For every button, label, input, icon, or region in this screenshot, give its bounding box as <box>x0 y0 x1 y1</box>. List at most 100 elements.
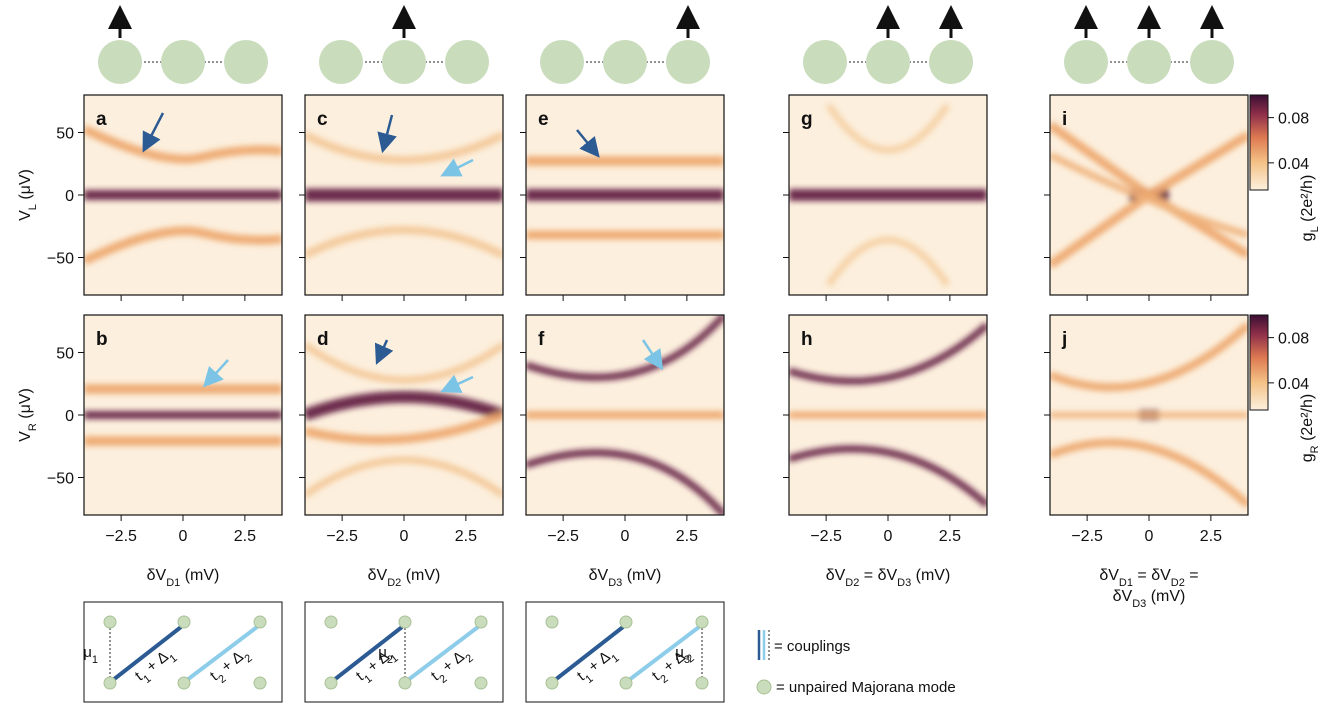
x-tick-label: 0 <box>400 528 409 545</box>
x-tick-label: 0 <box>884 528 893 545</box>
dot <box>224 40 268 84</box>
text-part: (mV) <box>1146 588 1185 605</box>
y-axis-label: VL (μV) <box>17 169 39 221</box>
y-tick-label: 0 <box>65 188 74 205</box>
colorbar <box>1250 315 1268 410</box>
text-part: = <box>1185 567 1199 584</box>
colorbar-tick-label: 0.04 <box>1278 156 1309 173</box>
x-axis-label: δVD1 = δVD2 = <box>1099 567 1198 589</box>
majorana <box>254 677 266 689</box>
majorana <box>104 616 116 628</box>
y-tick-label: −50 <box>47 471 74 488</box>
x-tick-label: 0 <box>179 528 188 545</box>
dot <box>161 40 205 84</box>
majorana <box>325 616 337 628</box>
majorana <box>325 677 337 689</box>
text-part: (2e²/h) <box>1299 175 1316 227</box>
panel-letter: j <box>1061 329 1067 350</box>
x-tick-label: 2.5 <box>939 528 961 545</box>
text-part: V <box>17 431 34 442</box>
colorbar <box>1250 95 1268 190</box>
x-tick-label: 2.5 <box>455 528 477 545</box>
panel-letter: d <box>317 329 329 350</box>
majorana <box>475 616 487 628</box>
text-part: = δV <box>859 567 897 584</box>
text-part: (mV) <box>180 567 219 584</box>
dot <box>866 40 910 84</box>
subscript: 1 <box>92 654 98 666</box>
x-axis-label: δVD3 (mV) <box>589 567 662 589</box>
x-tick-label: −2.5 <box>105 528 137 545</box>
x-tick-label: 2.5 <box>234 528 256 545</box>
text-part: V <box>17 210 34 221</box>
dot <box>1127 40 1171 84</box>
figure: a500−50b−2.502.5500−50δVD1 (mV)cd−2.502.… <box>0 0 1337 704</box>
y-axis-label: VR (μV) <box>17 388 39 442</box>
text-part: (μV) <box>17 388 34 423</box>
text-part: (mV) <box>401 567 440 584</box>
text-part: (mV) <box>622 567 661 584</box>
text-part: μ <box>83 644 92 661</box>
colorbar-label: gL (2e²/h) <box>1299 175 1321 242</box>
x-tick-label: 0 <box>1145 528 1154 545</box>
subscript: D2 <box>387 577 401 589</box>
text-part: (μV) <box>17 169 34 204</box>
colorbar-tick-label: 0.08 <box>1278 331 1309 348</box>
y-tick-label: 50 <box>56 346 74 363</box>
text-part: δV <box>368 567 388 584</box>
majorana <box>546 677 558 689</box>
subscript: D3 <box>608 577 622 589</box>
text-part: δV <box>1113 588 1133 605</box>
dot <box>803 40 847 84</box>
dot <box>445 40 489 84</box>
panel-letter: a <box>96 109 107 130</box>
text-part: g <box>1299 453 1316 462</box>
dot <box>1190 40 1234 84</box>
panel-letter: b <box>96 329 108 350</box>
dot <box>666 40 710 84</box>
majorana <box>178 616 190 628</box>
panel-letter: c <box>317 109 328 130</box>
text-part: δV <box>147 567 167 584</box>
dot <box>382 40 426 84</box>
panel-letter: e <box>538 109 549 130</box>
majorana <box>620 677 632 689</box>
x-axis-label: δVD2 (mV) <box>368 567 441 589</box>
panel-letter: h <box>801 329 813 350</box>
majorana <box>178 677 190 689</box>
x-tick-label: −2.5 <box>1071 528 1103 545</box>
majorana <box>254 616 266 628</box>
x-tick-label: −2.5 <box>547 528 579 545</box>
text-part: δV <box>1099 567 1119 584</box>
majorana <box>399 616 411 628</box>
dot <box>319 40 363 84</box>
subscript: D3 <box>1132 598 1146 610</box>
dot <box>1064 40 1108 84</box>
majorana <box>475 677 487 689</box>
x-tick-label: −2.5 <box>326 528 358 545</box>
legend-text: = unpaired Majorana mode <box>776 679 956 696</box>
subscript: D3 <box>897 577 911 589</box>
x-axis-label: δVD3 (mV) <box>1113 588 1186 610</box>
majorana <box>696 616 708 628</box>
x-tick-label: 2.5 <box>676 528 698 545</box>
subscript: R <box>27 423 39 431</box>
legend-majorana <box>757 680 771 694</box>
text-part: (mV) <box>911 567 950 584</box>
majorana <box>696 677 708 689</box>
majorana <box>546 616 558 628</box>
subscript: D1 <box>166 577 180 589</box>
dot <box>540 40 584 84</box>
x-tick-label: 2.5 <box>1200 528 1222 545</box>
majorana <box>620 616 632 628</box>
text-part: g <box>1299 232 1316 241</box>
panel-letter: g <box>801 109 813 130</box>
colorbar-tick-label: 0.08 <box>1278 111 1309 128</box>
dot <box>603 40 647 84</box>
x-tick-label: −2.5 <box>810 528 842 545</box>
colorbar-tick-label: 0.04 <box>1278 376 1309 393</box>
colorbar-label: gR (2e²/h) <box>1299 394 1321 462</box>
text-part: δV <box>826 567 846 584</box>
panel-letter: i <box>1062 109 1067 130</box>
